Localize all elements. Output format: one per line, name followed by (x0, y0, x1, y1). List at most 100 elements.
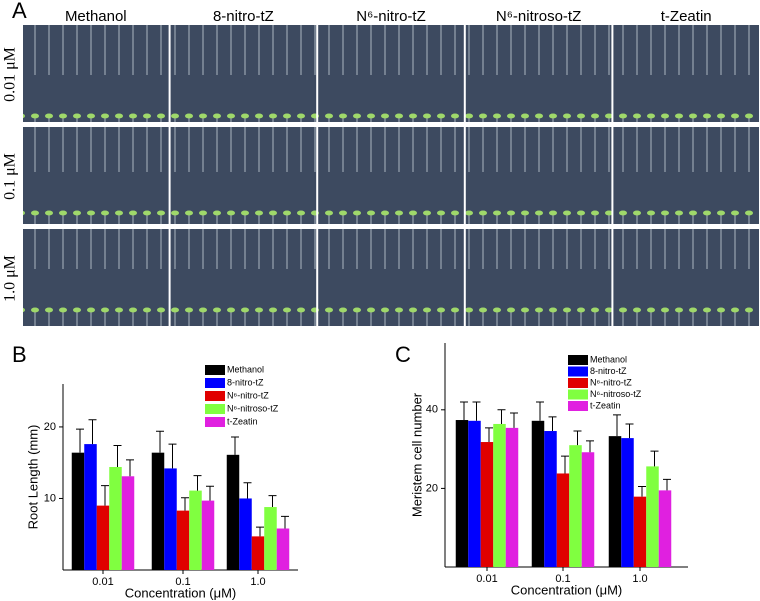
error-bar (156, 430, 164, 453)
plate-photo (170, 25, 317, 122)
plate-photo (318, 229, 464, 326)
y-tick-label: 20 (426, 482, 438, 494)
bar (531, 420, 545, 567)
bar (84, 444, 97, 570)
panel-label: C (395, 342, 411, 367)
plate-photo (465, 127, 612, 224)
legend-swatch (205, 391, 225, 401)
column-header: t-Zeatin (661, 8, 712, 25)
bar (608, 436, 622, 567)
error-bar (206, 485, 214, 501)
row-label: 1.0 μM (2, 255, 19, 302)
error-bar (573, 430, 582, 446)
plate-photo (613, 25, 759, 122)
bar (96, 505, 110, 570)
plate-photo (318, 127, 464, 224)
error-bar (268, 495, 277, 508)
error-bar (168, 443, 177, 469)
legend-label: 8-nitro-tZ (590, 366, 627, 376)
error-bar (485, 427, 493, 443)
error-bar (193, 475, 202, 491)
legend-swatch (568, 378, 588, 388)
error-bar (231, 436, 239, 455)
legend-swatch (205, 404, 225, 414)
error-bar (548, 416, 557, 432)
bar (176, 510, 190, 570)
bar (109, 466, 122, 570)
legend-label: N⁶-nitro-tZ (590, 377, 632, 387)
bar (646, 466, 659, 567)
bar (71, 452, 85, 570)
error-bar (650, 450, 659, 467)
x-tick-label: 1.0 (632, 573, 647, 585)
error-bar (243, 482, 252, 499)
y-tick-label: 40 (426, 404, 438, 416)
error-bar (586, 440, 594, 453)
plate-photo (23, 229, 169, 326)
bar (480, 442, 494, 567)
bar (569, 445, 582, 567)
legend-swatch (568, 401, 588, 411)
bar (505, 427, 519, 567)
legend-swatch (205, 378, 225, 388)
bar (121, 476, 135, 570)
error-bar (613, 414, 621, 437)
error-bar (663, 478, 671, 491)
error-bar (181, 497, 189, 511)
error-bar (497, 409, 506, 424)
bar (544, 431, 557, 567)
error-bar (88, 419, 97, 445)
legend-label: N⁶-nitro-tZ (227, 390, 269, 400)
legend-label: N⁶-nitroso-tZ (227, 403, 279, 413)
bar (658, 490, 672, 567)
bar (164, 468, 177, 570)
y-tick-label: 20 (44, 421, 56, 433)
bar (264, 507, 277, 570)
error-bar (101, 485, 109, 506)
x-tick-label: 0.1 (555, 573, 570, 585)
x-tick-label: 0.01 (92, 576, 113, 588)
legend-label: Methanol (227, 364, 264, 374)
bar (493, 423, 506, 567)
plate-photo (465, 229, 612, 326)
error-bar (126, 459, 134, 477)
plate-photo (23, 25, 169, 122)
legend-swatch (205, 417, 225, 427)
bar (151, 452, 165, 570)
panel-label: A (12, 0, 27, 23)
bar (201, 500, 215, 570)
plate-photo (465, 25, 612, 122)
row-label: 0.1 μM (2, 153, 19, 200)
error-bar (638, 485, 646, 497)
error-bar (256, 526, 264, 537)
x-tick-label: 0.01 (476, 573, 497, 585)
legend-swatch (568, 355, 588, 365)
plate-photo (23, 127, 169, 224)
x-axis-label: Concentration (μM) (125, 585, 237, 600)
error-bar (113, 445, 122, 467)
bar (633, 496, 647, 567)
column-header: N⁶-nitroso-tZ (496, 8, 581, 25)
bar (239, 498, 252, 570)
x-tick-label: 1.0 (250, 576, 265, 588)
x-tick-label: 0.1 (175, 576, 190, 588)
bar (455, 420, 469, 567)
y-tick-label: 10 (44, 492, 56, 504)
legend-label: Methanol (590, 354, 627, 364)
legend-label: 8-nitro-tZ (227, 377, 264, 387)
panel-label: B (12, 342, 27, 367)
error-bar (281, 515, 289, 529)
error-bar (472, 401, 481, 421)
bar (276, 528, 290, 570)
legend-swatch (568, 366, 588, 377)
error-bar (561, 455, 569, 474)
legend-label: t-Zeatin (227, 416, 258, 426)
column-header: N⁶-nitro-tZ (356, 8, 426, 25)
row-label: 0.01 μM (2, 47, 19, 102)
bar (226, 454, 240, 570)
legend-label: N⁶-nitroso-tZ (590, 389, 642, 399)
error-bar (625, 423, 634, 439)
legend-swatch (205, 365, 225, 375)
bar (621, 438, 634, 567)
